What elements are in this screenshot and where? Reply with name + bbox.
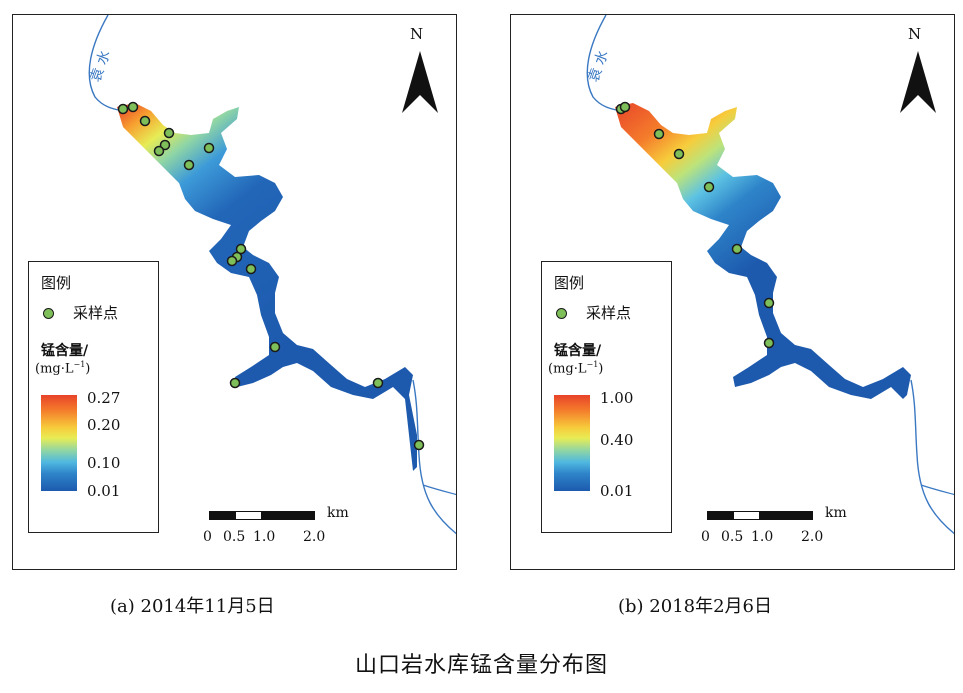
- scale-bar-a: km 0 0.5 1.0 2.0: [203, 505, 456, 561]
- north-arrow-icon: [402, 51, 438, 113]
- figure-title: 山口岩水库锰含量分布图: [354, 653, 608, 678]
- reservoir-map-a: 袁 水: [88, 15, 456, 535]
- reservoir-map-b: 袁 水: [586, 15, 954, 535]
- sample-point: [163, 127, 175, 139]
- scale-segment: [235, 511, 262, 520]
- river-tributary: [920, 484, 954, 496]
- river-line-downstream: [910, 379, 954, 535]
- caption-panel-b: (b) 2018年2月6日: [618, 596, 773, 617]
- scale-segment: [759, 511, 813, 520]
- legend-tick: 0.10: [87, 454, 121, 472]
- scale-segment: [261, 511, 315, 520]
- reservoir-surface-a: [117, 103, 417, 471]
- sample-point: [653, 128, 665, 140]
- sample-point: [763, 337, 775, 349]
- river-tributary: [422, 484, 456, 496]
- sample-point-icon: [43, 308, 54, 319]
- sample-point: [703, 181, 715, 193]
- legend-unit-sup: −1: [73, 360, 86, 369]
- scale-label: 1.0: [751, 529, 774, 545]
- scale-segment: [733, 511, 760, 520]
- river-line-upstream: [88, 15, 124, 112]
- legend-title: 图例: [554, 274, 585, 292]
- legend-tick: 0.27: [87, 389, 121, 407]
- scale-unit: km: [825, 505, 847, 521]
- sample-point: [159, 139, 171, 151]
- legend-unit: (mg·L−1): [548, 360, 603, 376]
- scale-unit: km: [327, 505, 349, 521]
- sample-point: [372, 377, 384, 389]
- sample-point: [127, 101, 139, 113]
- scale-label: 0: [701, 529, 710, 545]
- sample-point-icon: [556, 308, 567, 319]
- caption-panel-a: (a) 2014年11月5日: [110, 596, 275, 617]
- color-ramp: [554, 395, 590, 491]
- sample-points-a: [117, 101, 425, 451]
- scale-label: 0.5: [223, 529, 246, 545]
- sample-point: [673, 148, 685, 160]
- legend-tick: 1.00: [600, 389, 634, 407]
- sample-point: [139, 115, 151, 127]
- reservoir-surface-b: [615, 103, 911, 399]
- sample-point: [731, 243, 743, 255]
- sample-point: [235, 243, 247, 255]
- scale-label: 1.0: [253, 529, 276, 545]
- legend-sample-label: 采样点: [73, 304, 119, 322]
- river-line-downstream: [412, 379, 456, 535]
- sample-point: [153, 145, 165, 157]
- sample-point: [229, 377, 241, 389]
- legend-b: 图例 采样点 锰含量/ (mg·L−1) 1.00 0.40 0.01: [541, 261, 672, 533]
- map-panel-b: 袁 水 N 图例 采样点 锰含量/ (mg·L−1) 1.00 0.40 0.0…: [510, 14, 955, 570]
- north-arrow: N: [898, 25, 938, 115]
- scale-label: 2.0: [801, 529, 824, 545]
- north-label: N: [908, 25, 922, 43]
- scale-segment: [707, 511, 734, 520]
- legend-title: 图例: [41, 274, 72, 292]
- color-ramp: [41, 395, 77, 491]
- legend-unit: (mg·L−1): [35, 360, 90, 376]
- legend-unit-close: ): [598, 361, 604, 377]
- legend-quantity: 锰含量/: [554, 343, 602, 359]
- legend-tick: 0.40: [600, 431, 634, 449]
- legend-quantity: 锰含量/: [41, 343, 89, 359]
- legend-unit-text: (mg·L: [35, 361, 74, 377]
- scale-label: 0: [203, 529, 212, 545]
- scale-label: 2.0: [303, 529, 326, 545]
- legend-sample-label: 采样点: [586, 304, 632, 322]
- legend-tick: 0.01: [87, 482, 121, 500]
- north-label: N: [410, 25, 424, 43]
- river-line-upstream: [586, 15, 622, 112]
- north-arrow: N: [400, 25, 440, 115]
- north-arrow-icon: [900, 51, 936, 113]
- legend-unit-text: (mg·L: [548, 361, 587, 377]
- map-panel-a: 袁 水 N 图例 采样点: [12, 14, 457, 570]
- sample-point: [183, 159, 195, 171]
- legend-tick: 0.20: [87, 416, 121, 434]
- sample-point: [245, 263, 257, 275]
- sample-points-b: [615, 101, 775, 349]
- legend-unit-sup: −1: [586, 360, 599, 369]
- scale-label: 0.5: [721, 529, 744, 545]
- sample-point: [413, 439, 425, 451]
- sample-point: [117, 103, 129, 115]
- sample-point: [203, 142, 215, 154]
- sample-point: [269, 341, 281, 353]
- legend-unit-close: ): [85, 361, 91, 377]
- legend-a: 图例 采样点 锰含量/ (mg·L−1) 0.27 0.20 0.10 0.01: [28, 261, 159, 533]
- scale-bar-b: km 0 0.5 1.0 2.0: [701, 505, 954, 561]
- sample-point: [226, 255, 238, 267]
- sample-point: [763, 297, 775, 309]
- scale-segment: [209, 511, 236, 520]
- sample-point: [619, 101, 631, 113]
- legend-tick: 0.01: [600, 482, 634, 500]
